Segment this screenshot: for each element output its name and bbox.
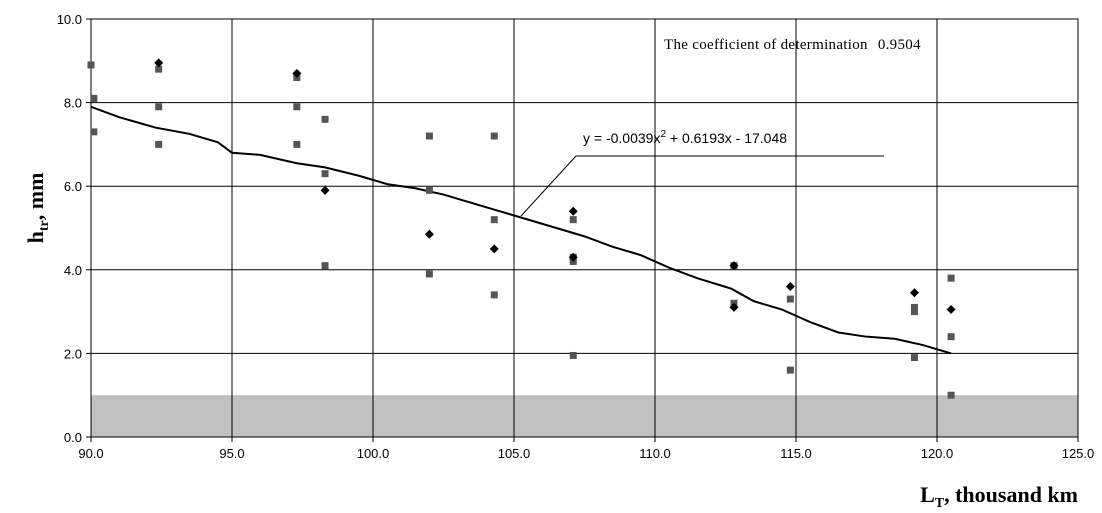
square-point bbox=[321, 170, 329, 178]
square-point bbox=[947, 274, 955, 282]
square-point bbox=[786, 295, 794, 303]
square-point bbox=[947, 333, 955, 341]
equation-suffix: + 0.6193x - 17.048 bbox=[666, 130, 787, 146]
square-point bbox=[90, 94, 98, 102]
square-point bbox=[425, 270, 433, 278]
x-axis-main: L bbox=[920, 482, 935, 507]
diamond-point bbox=[424, 229, 434, 239]
y-tick-label: 2.0 bbox=[64, 346, 82, 361]
equation-label: y = -0.0039x2 + 0.6193x - 17.048 bbox=[583, 129, 787, 146]
diamond-point bbox=[946, 305, 956, 315]
y-axis-unit: , mm bbox=[23, 173, 48, 221]
x-tick-label: 120.0 bbox=[921, 446, 954, 461]
square-point bbox=[425, 132, 433, 140]
x-tick-label: 115.0 bbox=[780, 446, 812, 461]
trendline-path bbox=[90, 105, 952, 355]
r2-annotation: The coefficient of determination 0.9504 bbox=[664, 37, 921, 53]
plot-border bbox=[90, 18, 1079, 438]
r2-label: The coefficient of determination bbox=[664, 37, 868, 53]
x-axis-unit: , thousand km bbox=[944, 482, 1078, 507]
diamond-point bbox=[729, 261, 739, 271]
diamond-point bbox=[292, 68, 302, 78]
y-axis-sub: tr bbox=[37, 220, 52, 231]
x-tick-label: 125.0 bbox=[1062, 446, 1095, 461]
square-point bbox=[293, 140, 301, 148]
square-point bbox=[293, 103, 301, 111]
y-tick-label: 4.0 bbox=[64, 263, 82, 278]
tick-labels: 90.0 95.0 100.0 105.0 110.0 115.0 120.0 125.0 0.… bbox=[57, 12, 1095, 461]
diamond-point bbox=[785, 282, 795, 292]
square-point bbox=[87, 61, 95, 69]
y-tick-label: 10.0 bbox=[57, 12, 82, 27]
diamond-point bbox=[154, 58, 164, 68]
square-point bbox=[910, 303, 918, 311]
plot-area bbox=[91, 19, 1078, 437]
y-tick-label: 6.0 bbox=[64, 179, 82, 194]
r2-value: 0.9504 bbox=[878, 37, 921, 53]
x-axis-sub: T bbox=[935, 496, 945, 511]
diamond-point bbox=[729, 302, 739, 312]
diamond-point bbox=[320, 185, 330, 195]
square-point bbox=[910, 308, 918, 316]
y-tick-label: 0.0 bbox=[64, 430, 82, 445]
square-point bbox=[569, 216, 577, 224]
shaded-band bbox=[91, 395, 1078, 437]
square-point bbox=[786, 366, 794, 374]
x-tick-label: 90.0 bbox=[78, 446, 103, 461]
x-tick-label: 110.0 bbox=[639, 446, 671, 461]
diamond-point bbox=[568, 206, 578, 216]
diamond-point bbox=[909, 288, 919, 298]
shaded-band-rect bbox=[91, 395, 1078, 437]
trendline bbox=[90, 105, 952, 355]
plot-background bbox=[91, 19, 1078, 437]
y-axis-title: htr, mm bbox=[23, 173, 52, 244]
square-point bbox=[321, 115, 329, 123]
x-tick-label: 105.0 bbox=[498, 446, 531, 461]
y-tick-label: 8.0 bbox=[64, 96, 82, 111]
x-tick-label: 100.0 bbox=[357, 446, 390, 461]
equation-prefix: y = -0.0039x bbox=[583, 130, 660, 146]
diamond-point bbox=[568, 252, 578, 262]
square-point bbox=[155, 103, 163, 111]
square-point bbox=[910, 354, 918, 362]
equation-leader-line bbox=[520, 155, 577, 217]
square-point bbox=[490, 291, 498, 299]
diamond-point bbox=[489, 244, 499, 254]
x-axis-title: LT, thousand km bbox=[920, 482, 1078, 511]
x-tick-label: 95.0 bbox=[219, 446, 244, 461]
square-point bbox=[490, 132, 498, 140]
square-point bbox=[490, 216, 498, 224]
square-point bbox=[947, 391, 955, 399]
y-axis-main: h bbox=[23, 231, 48, 243]
square-point bbox=[90, 128, 98, 136]
square-point bbox=[155, 140, 163, 148]
square-point bbox=[321, 262, 329, 270]
square-point bbox=[569, 351, 577, 359]
equation-exp: 2 bbox=[660, 129, 666, 140]
square-point bbox=[155, 65, 163, 73]
square-point bbox=[425, 186, 433, 194]
data-points bbox=[87, 58, 956, 399]
gridlines bbox=[86, 18, 1079, 442]
